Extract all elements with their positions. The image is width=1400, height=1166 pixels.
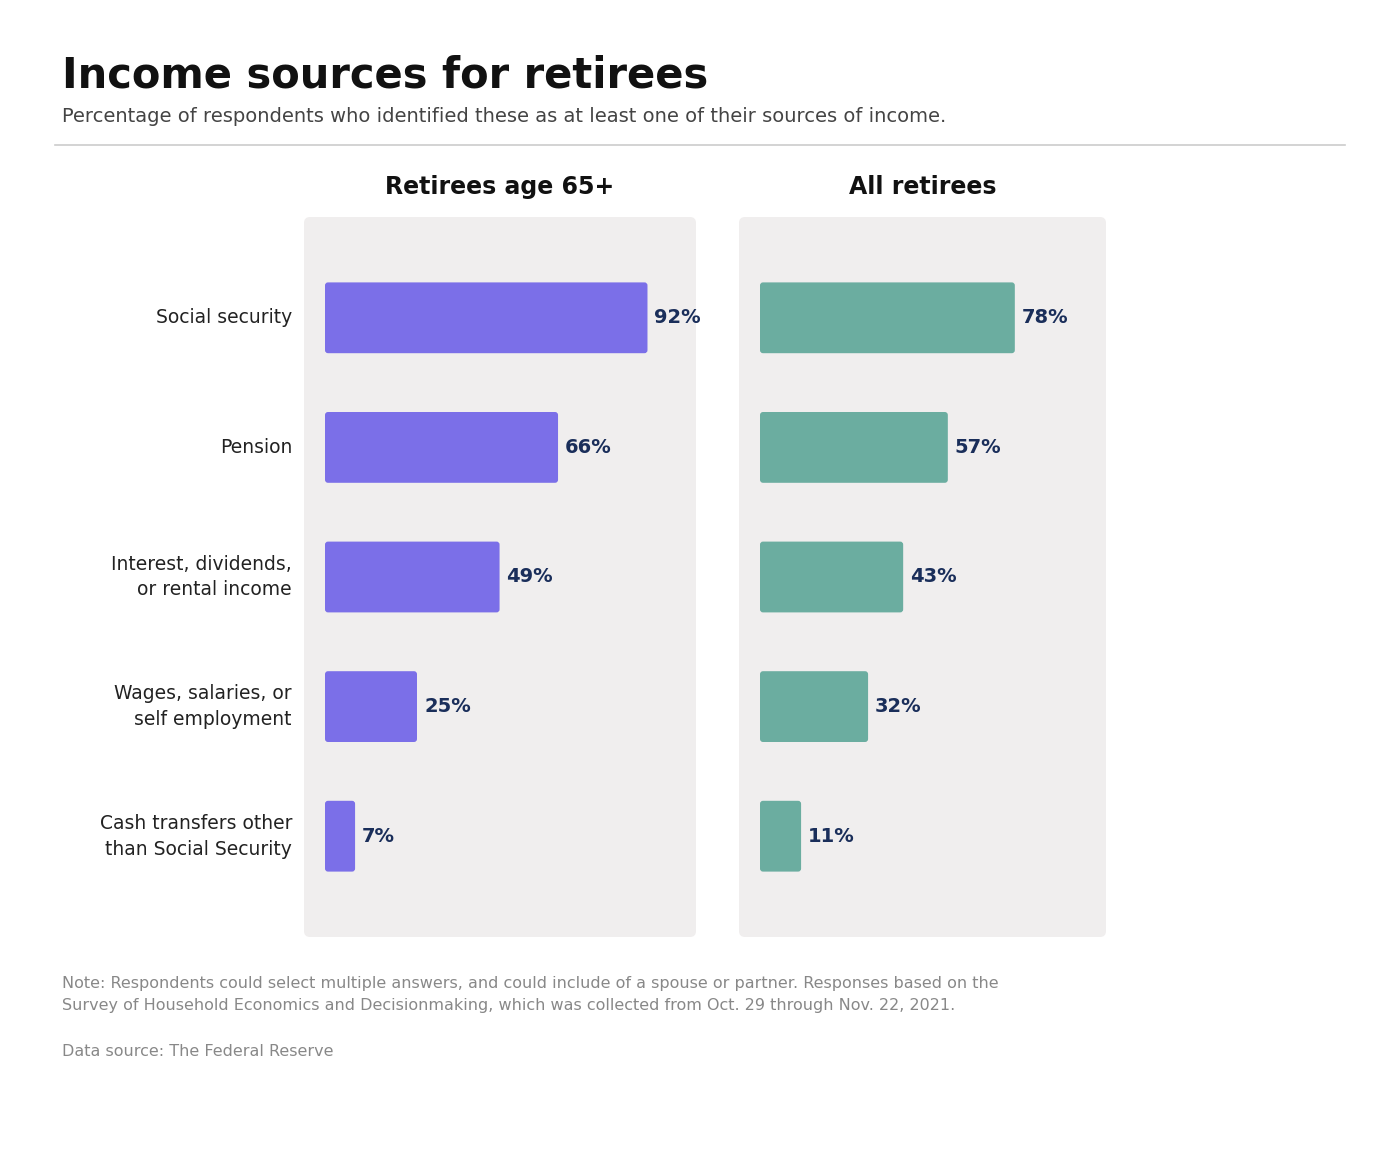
Text: Percentage of respondents who identified these as at least one of their sources : Percentage of respondents who identified… bbox=[62, 107, 946, 126]
FancyBboxPatch shape bbox=[325, 801, 356, 872]
FancyBboxPatch shape bbox=[760, 412, 948, 483]
Text: Income sources for retirees: Income sources for retirees bbox=[62, 55, 708, 97]
Text: 7%: 7% bbox=[363, 827, 395, 845]
Text: Retirees age 65+: Retirees age 65+ bbox=[385, 175, 615, 199]
FancyBboxPatch shape bbox=[739, 217, 1106, 937]
Text: Note: Respondents could select multiple answers, and could include of a spouse o: Note: Respondents could select multiple … bbox=[62, 976, 998, 1013]
Text: 11%: 11% bbox=[808, 827, 855, 845]
Text: Data source: The Federal Reserve: Data source: The Federal Reserve bbox=[62, 1044, 333, 1059]
FancyBboxPatch shape bbox=[325, 541, 500, 612]
Text: Cash transfers other
than Social Security: Cash transfers other than Social Securit… bbox=[99, 814, 293, 858]
Text: 43%: 43% bbox=[910, 568, 956, 586]
Text: 57%: 57% bbox=[955, 438, 1001, 457]
Text: Wages, salaries, or
self employment: Wages, salaries, or self employment bbox=[115, 684, 293, 729]
FancyBboxPatch shape bbox=[325, 672, 417, 742]
Text: 78%: 78% bbox=[1022, 308, 1068, 328]
Text: Interest, dividends,
or rental income: Interest, dividends, or rental income bbox=[111, 555, 293, 599]
FancyBboxPatch shape bbox=[325, 282, 647, 353]
FancyBboxPatch shape bbox=[304, 217, 696, 937]
FancyBboxPatch shape bbox=[760, 801, 801, 872]
Text: 25%: 25% bbox=[424, 697, 470, 716]
FancyBboxPatch shape bbox=[760, 541, 903, 612]
Text: All retirees: All retirees bbox=[848, 175, 997, 199]
Text: 66%: 66% bbox=[566, 438, 612, 457]
Text: Pension: Pension bbox=[220, 438, 293, 457]
Text: Social security: Social security bbox=[155, 308, 293, 328]
FancyBboxPatch shape bbox=[760, 282, 1015, 353]
Text: 92%: 92% bbox=[654, 308, 701, 328]
FancyBboxPatch shape bbox=[325, 412, 559, 483]
FancyBboxPatch shape bbox=[760, 672, 868, 742]
Text: 32%: 32% bbox=[875, 697, 921, 716]
Text: 49%: 49% bbox=[507, 568, 553, 586]
